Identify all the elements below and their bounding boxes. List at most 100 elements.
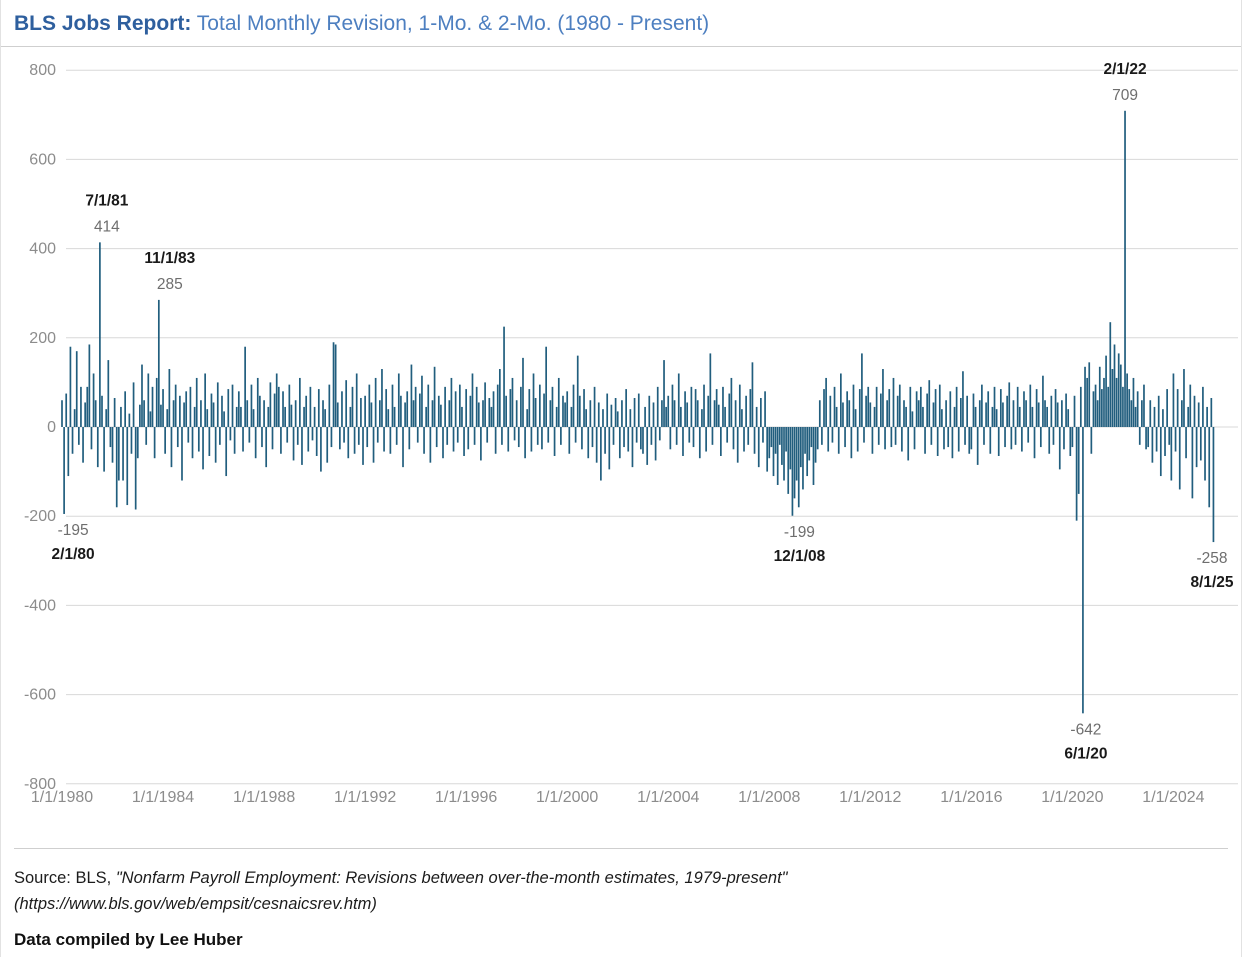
bar	[576, 355, 579, 427]
bar	[320, 427, 322, 472]
bar	[509, 389, 512, 427]
bar	[766, 427, 769, 472]
bar	[955, 386, 958, 427]
bar	[1023, 391, 1025, 427]
bar	[1130, 400, 1133, 427]
bar	[1010, 427, 1013, 450]
bar	[776, 427, 779, 485]
bar	[1206, 406, 1208, 427]
y-tick-label: -200	[24, 508, 56, 525]
bar	[884, 427, 886, 450]
bar	[783, 427, 785, 481]
bar	[90, 427, 93, 450]
bar	[376, 427, 379, 443]
annotation-date: 12/1/08	[774, 548, 826, 565]
bar	[602, 409, 604, 427]
bar	[522, 357, 524, 427]
bar	[547, 427, 550, 443]
bar	[1058, 427, 1061, 470]
bar	[781, 427, 783, 465]
bar	[846, 391, 849, 427]
bar	[1193, 395, 1196, 427]
bar	[341, 391, 343, 427]
bar	[658, 427, 661, 441]
bar	[299, 377, 301, 427]
bar	[1109, 322, 1112, 427]
bar	[414, 386, 417, 427]
bar	[463, 427, 465, 456]
bar	[336, 402, 339, 427]
bar	[886, 400, 889, 427]
bar	[210, 393, 213, 427]
bar	[461, 406, 463, 427]
x-tick-label: 1/1/1984	[132, 789, 194, 806]
bar	[943, 427, 945, 450]
bar	[387, 409, 390, 427]
bar	[334, 344, 337, 427]
bar	[265, 427, 268, 468]
bar	[968, 427, 971, 454]
bar	[366, 427, 369, 448]
bar	[597, 402, 600, 427]
bar	[972, 393, 975, 427]
bar	[616, 411, 619, 427]
bar	[1061, 400, 1063, 427]
bar	[854, 409, 857, 427]
bar	[856, 427, 859, 452]
bar	[962, 371, 964, 427]
bar	[250, 384, 253, 427]
bar	[877, 427, 880, 445]
bar	[833, 386, 836, 427]
bar	[608, 427, 611, 470]
bar	[610, 404, 613, 427]
bar	[557, 377, 560, 427]
bar	[122, 427, 124, 481]
bar	[339, 427, 341, 450]
bar	[829, 395, 832, 427]
bar	[379, 400, 381, 427]
bar	[322, 400, 324, 427]
bar	[77, 427, 80, 445]
bar	[136, 427, 139, 459]
bar	[1042, 375, 1044, 427]
bar	[993, 386, 996, 427]
bar	[661, 400, 663, 427]
bar	[444, 386, 446, 427]
bar	[867, 386, 870, 427]
bar	[395, 427, 398, 445]
bar	[162, 389, 164, 427]
bar	[757, 427, 760, 468]
bar	[566, 391, 569, 427]
bar	[524, 427, 526, 459]
bar	[928, 380, 931, 427]
bar	[753, 427, 756, 454]
bar	[593, 386, 596, 427]
bar	[103, 427, 105, 472]
bar	[564, 402, 566, 427]
bar	[694, 389, 697, 427]
bar	[157, 299, 160, 427]
bar	[1082, 427, 1084, 714]
bar	[94, 400, 97, 427]
bar	[437, 395, 440, 427]
bar	[197, 427, 200, 452]
bar	[665, 406, 667, 427]
bar	[572, 384, 575, 427]
bar	[246, 400, 249, 427]
bar	[743, 427, 745, 452]
bar	[1132, 377, 1135, 427]
bar	[345, 380, 348, 427]
bar	[397, 373, 400, 427]
bar	[667, 395, 670, 427]
bar	[587, 427, 590, 459]
bar	[730, 377, 733, 427]
bar	[1128, 389, 1131, 427]
bar	[393, 406, 396, 427]
bar	[111, 427, 114, 463]
bar	[282, 391, 284, 427]
bar	[987, 391, 990, 427]
bar	[1006, 395, 1008, 427]
bar	[1054, 389, 1057, 427]
bar	[1113, 344, 1116, 427]
